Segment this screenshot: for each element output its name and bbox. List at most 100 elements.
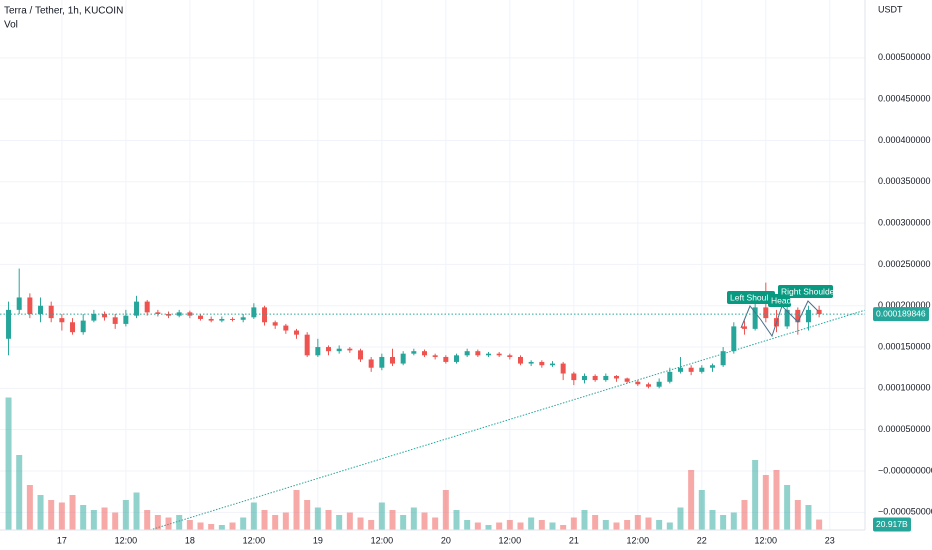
- volume-bar: [549, 522, 556, 530]
- candle-body: [16, 297, 22, 310]
- legend-volume: Vol: [4, 20, 18, 31]
- candle-body: [496, 353, 502, 356]
- volume-bar: [304, 500, 311, 530]
- price-box: [873, 307, 929, 322]
- volume-bar: [517, 522, 524, 530]
- grid: [0, 0, 865, 530]
- volume-bar: [368, 520, 375, 530]
- volume-bar: [282, 512, 289, 530]
- candle-body: [432, 355, 438, 357]
- volume-bar: [624, 520, 631, 530]
- candle-body: [422, 351, 428, 356]
- candle-body: [368, 359, 374, 368]
- candle-body: [667, 371, 673, 382]
- volume-bar: [720, 515, 727, 530]
- volume-bar: [485, 525, 492, 530]
- candle-body: [709, 365, 715, 368]
- volume-bar: [346, 512, 353, 530]
- candle-body: [294, 330, 300, 335]
- volume-bar: [240, 517, 247, 530]
- y-tick-label: 0.000400000: [878, 135, 931, 145]
- volume-bar: [218, 525, 225, 530]
- x-tick-label: 12:00: [371, 535, 394, 545]
- label-box: [778, 285, 833, 298]
- annotation: Head: [771, 295, 792, 305]
- volume-bar: [48, 500, 55, 530]
- candle-body: [507, 355, 513, 357]
- y-tick-label: 0.000350000: [878, 176, 931, 186]
- candle-body: [805, 309, 811, 323]
- candle-body: [390, 356, 396, 364]
- x-tick-label: 20: [441, 535, 451, 545]
- x-tick-label: 19: [313, 535, 323, 545]
- volume-bar: [16, 455, 23, 530]
- label-box: [727, 291, 775, 304]
- last-volume: 20.917B: [876, 519, 908, 529]
- candle-body: [592, 375, 598, 381]
- candle-body: [272, 322, 278, 326]
- volume-bar: [144, 510, 151, 530]
- candle-body: [453, 355, 459, 362]
- candle-body: [336, 348, 342, 352]
- x-tick-label: 12:00: [499, 535, 522, 545]
- x-tick-label: 12:00: [627, 535, 650, 545]
- candle-body: [581, 375, 587, 381]
- volume-bar: [496, 522, 503, 530]
- volume-bar: [538, 520, 545, 530]
- volume-bar: [474, 522, 481, 530]
- candle-body: [571, 373, 577, 381]
- candle-body: [262, 307, 268, 323]
- volume-bar: [506, 520, 513, 530]
- candle-body: [485, 353, 491, 356]
- candle-body: [59, 318, 65, 323]
- volume-bar: [666, 522, 673, 530]
- volume-bar: [677, 507, 684, 530]
- candle-body: [6, 309, 12, 339]
- volume-bar: [336, 515, 343, 530]
- volume-bar: [122, 500, 129, 530]
- volume-bar: [58, 502, 65, 530]
- volume-bar: [293, 490, 300, 530]
- candle-body: [208, 318, 214, 321]
- volume-box: [873, 517, 911, 532]
- candle-body: [677, 367, 683, 372]
- price-axis: [865, 0, 932, 550]
- volume-bar: [794, 500, 801, 530]
- volume-bar: [112, 512, 119, 530]
- candle-body: [731, 326, 737, 352]
- volume-pane: [5, 397, 823, 530]
- candle-body: [549, 363, 555, 366]
- volume-bar: [272, 515, 279, 530]
- candle-body: [517, 356, 523, 364]
- volume-bar: [250, 502, 257, 530]
- volume-bar: [325, 510, 332, 530]
- x-tick-label: 12:00: [243, 535, 266, 545]
- y-tick-label: 0.000500000: [878, 52, 931, 62]
- candle-body: [379, 356, 385, 368]
- candle-body: [251, 307, 257, 318]
- volume-bar: [261, 510, 268, 530]
- volume-bar: [37, 495, 44, 530]
- candle-body: [198, 315, 204, 319]
- volume-bar: [208, 524, 215, 530]
- candle-body: [230, 318, 236, 320]
- volume-bar: [90, 510, 97, 530]
- x-tick-label: 22: [697, 535, 707, 545]
- annotation: Left Shoulder: [730, 292, 781, 302]
- volume-bar: [432, 517, 439, 530]
- candle-body: [134, 301, 140, 316]
- volume-bar: [154, 515, 161, 530]
- volume-bar: [357, 517, 364, 530]
- candle-body: [219, 318, 225, 321]
- candle-body: [539, 361, 545, 366]
- y-tick-label: −0.000000000: [878, 465, 932, 475]
- y-tick-label: 0.000300000: [878, 217, 931, 227]
- y-tick-label: 0.000050000: [878, 424, 931, 434]
- candle-body: [347, 348, 353, 351]
- volume-bar: [26, 485, 33, 530]
- pattern-line: [740, 300, 819, 338]
- y-tick-label: 0.000150000: [878, 341, 931, 351]
- volume-bar: [378, 502, 385, 530]
- candle-body: [411, 351, 417, 354]
